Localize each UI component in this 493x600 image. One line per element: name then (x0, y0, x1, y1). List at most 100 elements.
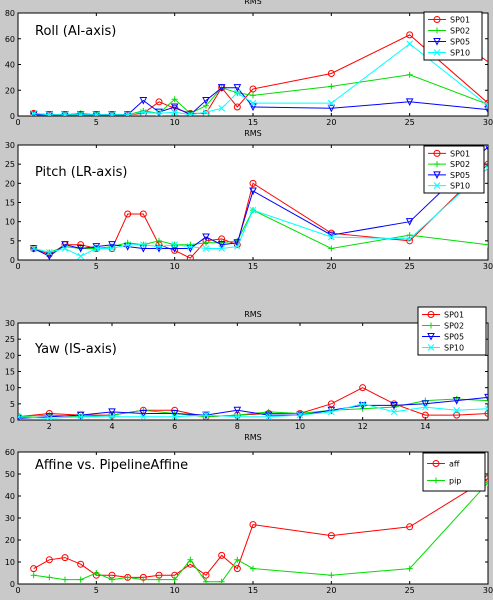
data-point (485, 241, 488, 248)
chart-title: Yaw (IS-axis) (34, 342, 117, 357)
data-point (30, 110, 38, 116)
legend-marker (433, 149, 441, 157)
chart-panel-4: RMS 0 5 10 15 20 25 30 0 10 20 30 40 50 60 Affine vs. P… (5, 433, 493, 595)
data-point (249, 85, 257, 93)
data-point (359, 384, 367, 392)
data-point (30, 572, 37, 579)
data-point (139, 413, 147, 420)
legend-label: SP05 (450, 38, 470, 47)
data-point (186, 243, 194, 250)
x-tick-label: 0 (15, 586, 20, 595)
legend-label: SP01 (444, 311, 464, 320)
legend-label: SP01 (450, 149, 470, 158)
series-line (33, 167, 488, 257)
data-point (390, 401, 398, 410)
x-tick-label: 15 (248, 262, 258, 271)
x-tick-label: 6 (172, 422, 177, 431)
x-tick-label: 15 (248, 586, 258, 595)
data-point (390, 408, 398, 416)
data-point (250, 565, 256, 572)
y-tick-label: 30 (5, 141, 15, 150)
x-tick-label: 30 (483, 118, 493, 127)
data-point (421, 411, 429, 419)
data-point (61, 554, 69, 562)
data-point (156, 576, 162, 583)
data-point (327, 408, 335, 416)
data-point (484, 393, 488, 402)
data-point (421, 400, 430, 408)
data-point (45, 248, 53, 256)
chart-top-title: RMS (244, 433, 262, 442)
data-point (327, 233, 335, 241)
x-tick-label: 20 (326, 262, 336, 271)
series-pip (30, 479, 488, 584)
y-tick-label: 0 (10, 256, 15, 265)
data-point (233, 243, 241, 250)
series-sp10 (30, 40, 488, 116)
data-point (171, 576, 178, 583)
data-point (421, 403, 429, 411)
series-group (29, 31, 488, 116)
y-tick-label: 30 (5, 319, 15, 328)
data-point (484, 145, 488, 152)
data-point (202, 233, 210, 242)
y-tick-label: 20 (5, 86, 15, 95)
series-line (18, 396, 488, 419)
y-tick-label: 25 (5, 335, 15, 344)
data-point (76, 245, 85, 253)
data-point (77, 111, 85, 116)
data-point (140, 107, 147, 114)
y-tick-label: 40 (5, 61, 15, 70)
y-tick-label: 10 (5, 384, 15, 393)
data-point (186, 254, 194, 260)
y-tick-label: 15 (5, 199, 15, 208)
series-sp10 (30, 164, 488, 260)
data-point (233, 89, 241, 97)
y-tick-label: 50 (5, 470, 15, 479)
legend-label: SP05 (444, 333, 464, 342)
data-point (171, 413, 179, 420)
legend: SP01 SP02 SP05 SP10 (423, 11, 483, 61)
x-tick-label: 20 (326, 586, 336, 595)
data-point (484, 405, 488, 413)
chart-title: Pitch (LR-axis) (35, 165, 127, 180)
data-point (108, 408, 116, 417)
data-point (170, 103, 179, 112)
data-point (453, 411, 461, 419)
legend: SP01 SP02 SP05 SP10 (417, 306, 487, 356)
data-point (406, 31, 414, 39)
data-point (359, 400, 367, 408)
data-point (265, 413, 273, 420)
y-tick-label: 15 (5, 368, 15, 377)
data-point (405, 98, 414, 106)
data-point (249, 187, 257, 196)
data-point (484, 106, 488, 114)
y-tick-label: 20 (5, 536, 15, 545)
data-point (233, 103, 241, 111)
data-point (233, 84, 242, 92)
y-tick-label: 5 (10, 400, 15, 409)
series-group (30, 474, 488, 584)
x-tick-label: 0 (15, 118, 20, 127)
data-point (108, 241, 116, 249)
data-point (202, 571, 210, 579)
data-point (328, 572, 335, 579)
legend-label: SP01 (450, 16, 470, 25)
data-point (139, 210, 147, 218)
chart-top-title: RMS (244, 0, 262, 6)
data-point (202, 411, 210, 419)
data-point (139, 410, 148, 418)
data-point (217, 84, 226, 92)
x-tick-label: 5 (94, 118, 99, 127)
chart-title: Affine vs. PipelineAffine (35, 458, 188, 473)
series-sp10 (18, 400, 488, 420)
chart-panel-1: RMS 0 5 10 15 20 25 30 0 20 40 60 80 Roll (AI-axis) SP… (5, 0, 493, 127)
data-point (45, 415, 53, 420)
data-point (93, 570, 100, 576)
x-tick-label: 4 (109, 422, 114, 431)
data-point (171, 241, 179, 249)
data-point (45, 556, 53, 564)
x-tick-label: 25 (405, 118, 415, 127)
legend-box (422, 452, 486, 492)
data-point (327, 104, 336, 113)
